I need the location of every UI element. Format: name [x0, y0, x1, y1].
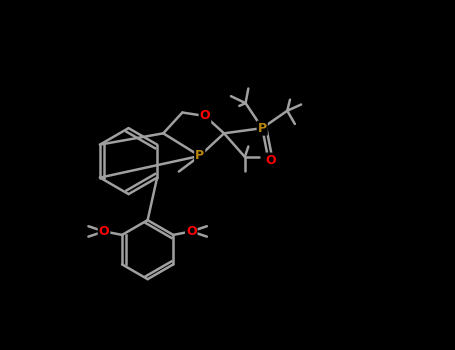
Text: O: O [99, 225, 109, 238]
Text: O: O [265, 154, 276, 167]
Text: O: O [200, 110, 210, 122]
Text: P: P [195, 149, 204, 162]
Text: P: P [258, 121, 267, 135]
Text: O: O [186, 225, 197, 238]
